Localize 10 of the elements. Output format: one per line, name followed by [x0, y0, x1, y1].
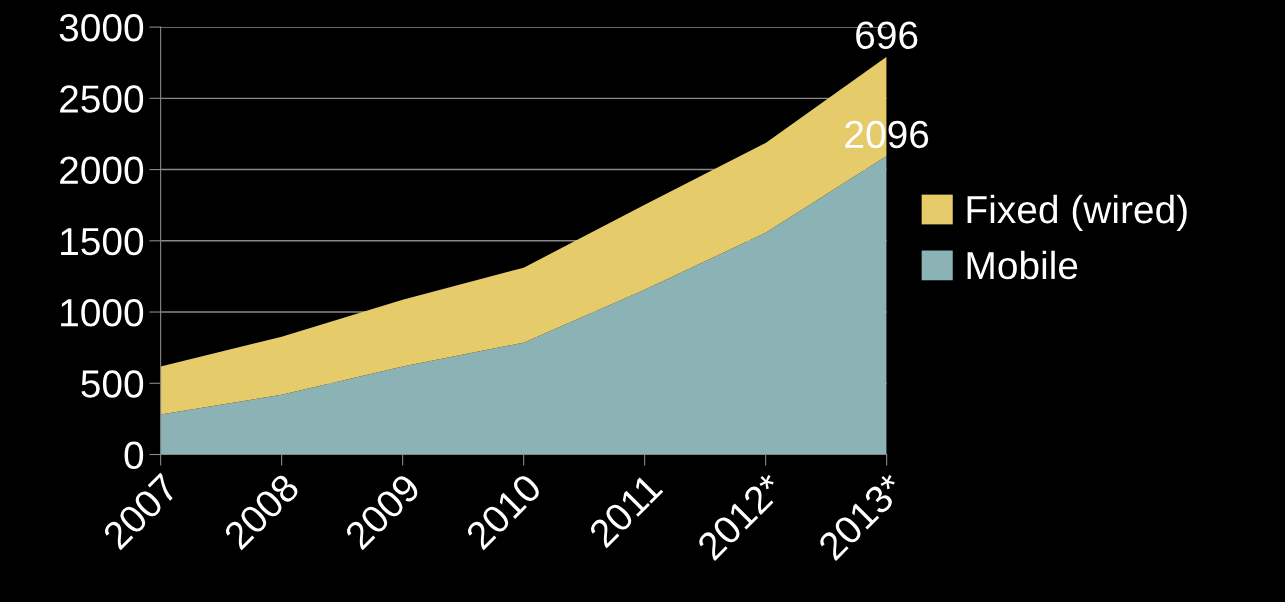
y-tick-label: 0	[124, 441, 144, 469]
y-tick-label: 2000	[60, 156, 144, 185]
y-tick-label: 1000	[61, 298, 144, 327]
y-tick-label: 500	[81, 370, 144, 398]
legend-label: Mobile	[967, 250, 1078, 280]
data-label: 696	[856, 21, 918, 50]
y-tick-label: 3000	[59, 14, 144, 42]
legend-label: Fixed (wired)	[967, 194, 1187, 232]
y-tick-label: 2500	[60, 85, 144, 113]
y-tick-label: 1500	[61, 227, 144, 256]
